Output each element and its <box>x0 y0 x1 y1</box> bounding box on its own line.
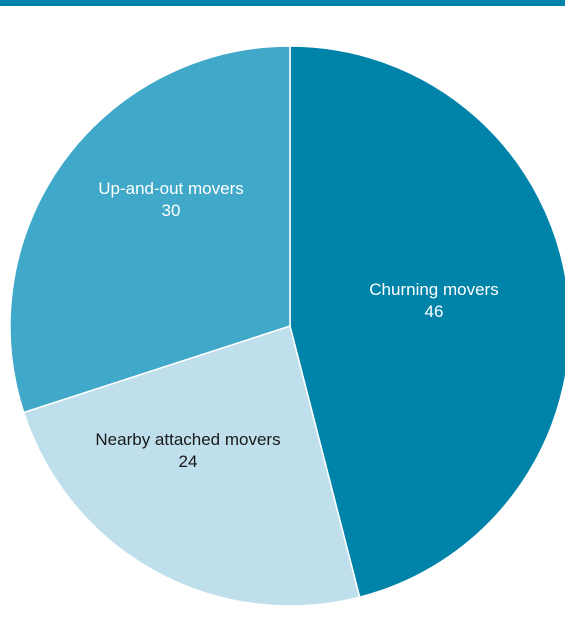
slice-label-up-and-out-movers: Up-and-out movers <box>98 179 244 198</box>
slice-value-up-and-out-movers: 30 <box>162 201 181 220</box>
pie-labels: Churning movers 46 Nearby attached movers 2… <box>95 179 498 471</box>
pie-slice-up-and-out-movers <box>9 45 291 414</box>
slice-label-nearby-attached-movers: Nearby attached movers <box>95 430 280 449</box>
pie-slice-nearby-attached-movers <box>22 325 361 607</box>
slice-value-churning-movers: 46 <box>425 302 444 321</box>
slice-label-churning-movers: Churning movers <box>369 280 498 299</box>
pie-slices <box>9 45 565 607</box>
pie-slice-churning-movers <box>289 45 565 599</box>
slice-value-nearby-attached-movers: 24 <box>179 452 198 471</box>
top-accent-rule <box>0 0 565 6</box>
